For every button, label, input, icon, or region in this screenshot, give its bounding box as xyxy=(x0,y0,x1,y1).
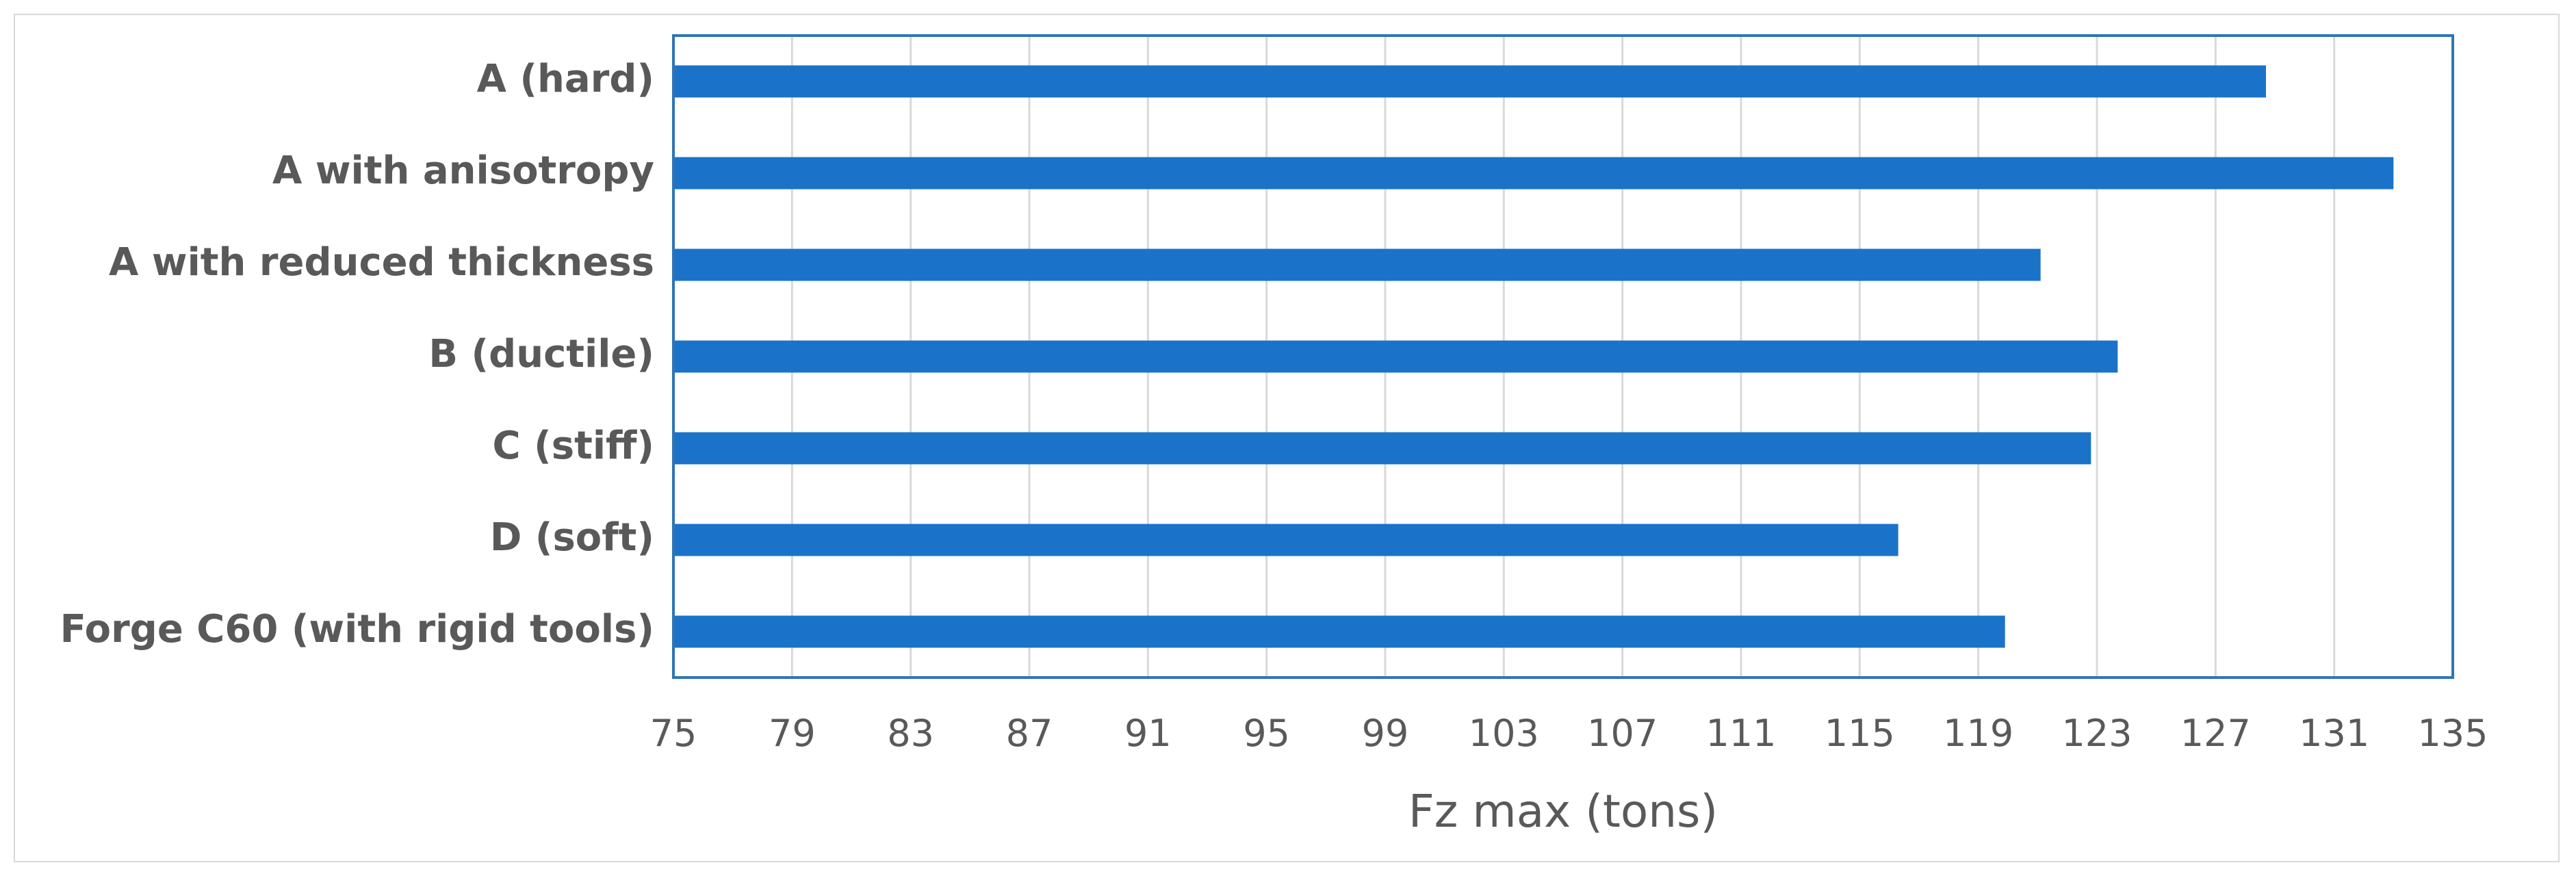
category-label: C (stiff) xyxy=(493,424,654,468)
category-label: D (soft) xyxy=(490,515,654,560)
bar xyxy=(673,65,2266,98)
bar xyxy=(673,340,2118,373)
category-label: A with anisotropy xyxy=(272,149,654,193)
x-tick-label: 107 xyxy=(1587,712,1658,755)
bars xyxy=(673,65,2394,648)
x-tick-label: 87 xyxy=(1006,712,1053,755)
plot-area-border xyxy=(672,34,2454,679)
x-tick-label: 103 xyxy=(1469,712,1539,755)
category-label: A with reduced thickness xyxy=(109,240,654,285)
x-axis-title: Fz max (tons) xyxy=(1408,785,1718,838)
bar xyxy=(673,157,2394,190)
x-tick-label: 79 xyxy=(769,712,816,755)
x-tick-label: 127 xyxy=(2180,712,2251,755)
chart-frame: A (hard) A with anisotropy A with reduced … xyxy=(14,14,2560,862)
x-tick-label: 95 xyxy=(1243,712,1290,755)
category-labels: A (hard) A with anisotropy A with reduced … xyxy=(60,57,654,652)
category-label: A (hard) xyxy=(477,57,654,101)
x-tick-label: 111 xyxy=(1705,712,1776,755)
x-tick-label: 99 xyxy=(1362,712,1409,755)
bar xyxy=(673,432,2091,465)
x-tick-label: 131 xyxy=(2299,712,2369,755)
x-tick-label: 119 xyxy=(1943,712,2013,755)
x-tick-label: 83 xyxy=(887,712,934,755)
category-label: Forge C60 (with rigid tools) xyxy=(60,607,654,652)
x-tick-label: 91 xyxy=(1124,712,1172,755)
x-tick-labels: 75 79 83 87 91 95 99 103 107 111 115 119 123 127 131 13… xyxy=(650,712,2488,755)
bar xyxy=(673,248,2041,281)
x-tick-label: 75 xyxy=(650,712,697,755)
x-tick-label: 115 xyxy=(1825,712,1895,755)
bar xyxy=(673,524,1898,556)
category-label: B (ductile) xyxy=(428,332,654,376)
bar-chart: A (hard) A with anisotropy A with reduced … xyxy=(60,34,2488,838)
x-tick-label: 135 xyxy=(2417,712,2488,755)
bar xyxy=(673,615,2005,648)
x-tick-label: 123 xyxy=(2061,712,2132,755)
